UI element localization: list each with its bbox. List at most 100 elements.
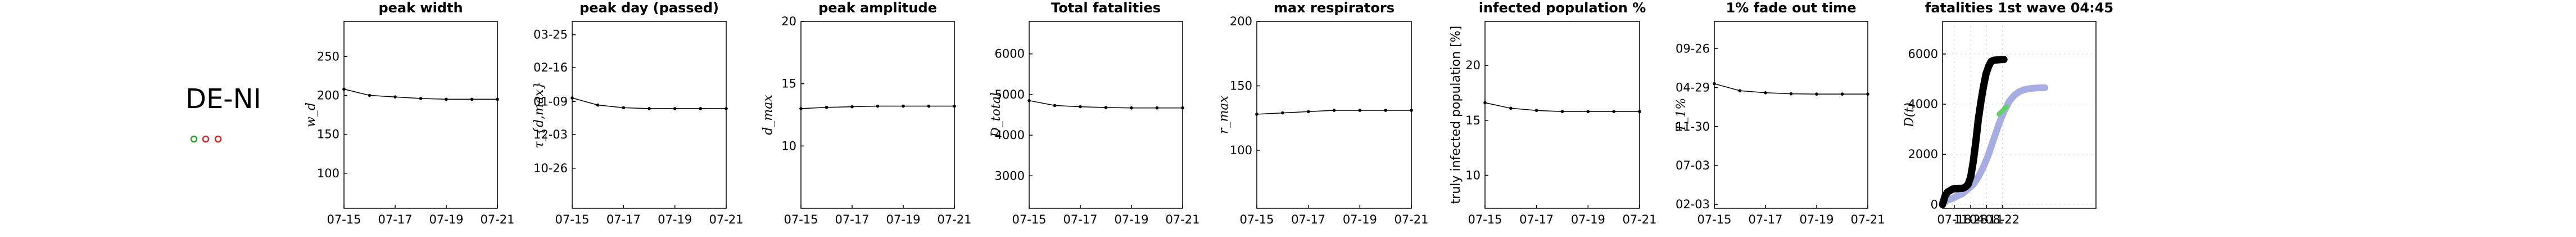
y-tick-label: 10 xyxy=(781,139,796,153)
y-tick-label: 20 xyxy=(781,15,796,28)
x-tick-label: 07-19 xyxy=(429,213,463,226)
data-point xyxy=(673,107,677,110)
data-point xyxy=(1306,110,1310,114)
x-tick-label: 07-21 xyxy=(1622,213,1656,226)
region-label: DE-NI xyxy=(185,83,261,115)
y-tick-label: 200 xyxy=(317,88,339,102)
data-point xyxy=(445,97,448,101)
data-point xyxy=(699,107,703,110)
series-line-2 xyxy=(1996,104,2009,117)
data-point xyxy=(1509,106,1513,110)
data-point xyxy=(902,104,905,108)
series-line-1 xyxy=(1939,56,2008,208)
x-tick-label: 07-17 xyxy=(1519,213,1554,226)
x-tick-label: 07-15 xyxy=(1697,213,1731,226)
red-circle-2-marker xyxy=(214,135,222,143)
x-tick-label: 07-17 xyxy=(606,213,641,226)
y-tick-label: 12-03 xyxy=(533,128,568,141)
y-axis-label: truly infected population [%] xyxy=(1449,26,1463,204)
data-point xyxy=(1358,109,1362,112)
x-tick-label: 07-19 xyxy=(1343,213,1377,226)
chart-3: Total fatalities 07-15 07-17 07-19 07-21 3000… xyxy=(989,0,1200,226)
data-point xyxy=(1130,106,1133,110)
data-point xyxy=(596,103,600,107)
x-tick-label: 08-22 xyxy=(1985,213,2020,226)
chart-0: peak width 07-15 07-17 07-19 07-21 100 150 200 2… xyxy=(304,0,515,226)
y-tick-label: 03-25 xyxy=(533,28,568,42)
x-tick-label: 07-19 xyxy=(1114,213,1148,226)
axes-frame xyxy=(1256,21,1412,209)
data-point xyxy=(1155,106,1159,110)
data-point xyxy=(1332,109,1336,112)
y-axis-label: T_1% xyxy=(1674,98,1688,132)
data-point xyxy=(825,105,829,109)
region-panel: DE-NI xyxy=(185,83,261,143)
x-tick-label: 07-15 xyxy=(784,213,818,226)
x-tick-label: 07-15 xyxy=(1012,213,1046,226)
y-axis-label: d_max xyxy=(761,95,775,135)
y-tick-label: 0 xyxy=(1931,198,1938,211)
chart-title: peak width xyxy=(378,0,463,16)
y-tick-label: 15 xyxy=(1465,114,1481,127)
x-tick-label: 07-17 xyxy=(378,213,412,226)
y-axis-label: D(t) xyxy=(1903,102,1917,128)
y-tick-label: 09-26 xyxy=(1676,42,1710,55)
x-tick-label: 07-21 xyxy=(937,213,971,226)
y-tick-label: 04-29 xyxy=(1676,81,1710,95)
x-tick-label: 07-15 xyxy=(555,213,589,226)
axes-frame xyxy=(1942,21,2097,209)
x-tick-label: 07-19 xyxy=(658,213,692,226)
data-point xyxy=(1815,92,1818,96)
y-axis-label: D_total xyxy=(989,92,1003,138)
x-tick-label: 07-17 xyxy=(835,213,869,226)
data-point xyxy=(1738,89,1742,92)
chart-title: 1% fade out time xyxy=(1726,0,1857,16)
y-tick-label: 6000 xyxy=(995,47,1025,61)
chart-title: max respirators xyxy=(1274,0,1395,16)
y-tick-label: 100 xyxy=(1230,144,1252,157)
x-tick-label: 07-21 xyxy=(1850,213,1885,226)
chart-5: infected population % 07-15 07-17 07-19 07-2… xyxy=(1449,0,1657,226)
data-point xyxy=(470,97,474,101)
data-point xyxy=(927,104,931,108)
y-tick-label: 15 xyxy=(781,77,796,91)
y-axis-label: τ_{d,max} xyxy=(532,82,546,149)
data-point xyxy=(368,93,372,97)
y-tick-label: 3000 xyxy=(995,169,1025,182)
chart-title: infected population % xyxy=(1479,0,1646,16)
grid xyxy=(1943,21,2096,208)
chart-6: 1% fade out time 07-15 07-17 07-19 07-21 02-0… xyxy=(1674,0,1885,226)
y-tick-label: 01-09 xyxy=(533,95,568,108)
y-tick-label: 200 xyxy=(1230,15,1252,28)
y-tick-label: 4000 xyxy=(995,128,1025,142)
x-tick-label: 04-11 xyxy=(1970,213,2004,226)
x-tick-label: 07-19 xyxy=(1799,213,1833,226)
x-tick-label: 07-15 xyxy=(327,213,361,226)
x-tick-label: 07-21 xyxy=(1394,213,1428,226)
axes-frame xyxy=(800,21,955,209)
axes-frame xyxy=(1029,21,1183,209)
y-tick-label: 11-30 xyxy=(1676,120,1710,133)
x-tick-label: 07-19 xyxy=(886,213,920,226)
data-point xyxy=(1586,110,1590,113)
data-point xyxy=(850,105,854,109)
y-tick-label: 4000 xyxy=(1908,97,1938,111)
data-point xyxy=(1281,111,1284,115)
x-tick-label: 07-17 xyxy=(1291,213,1325,226)
data-point xyxy=(1612,110,1615,113)
y-axis-label: r_max xyxy=(1217,95,1231,133)
y-axis-label: w_d xyxy=(304,102,318,127)
data-point xyxy=(648,107,651,110)
data-point xyxy=(1384,109,1387,112)
data-point xyxy=(1053,104,1057,108)
y-tick-label: 10 xyxy=(1465,168,1481,182)
x-tick-label: 11-28 xyxy=(1954,213,1988,226)
y-tick-label: 150 xyxy=(317,128,339,141)
data-point xyxy=(1534,109,1538,112)
region-markers xyxy=(190,135,222,143)
x-tick-label: 07-17 xyxy=(1063,213,1097,226)
y-tick-label: 150 xyxy=(1230,79,1252,92)
x-tick-label: 07-21 xyxy=(709,213,743,226)
x-tick-label: 07-19 xyxy=(1571,213,1605,226)
